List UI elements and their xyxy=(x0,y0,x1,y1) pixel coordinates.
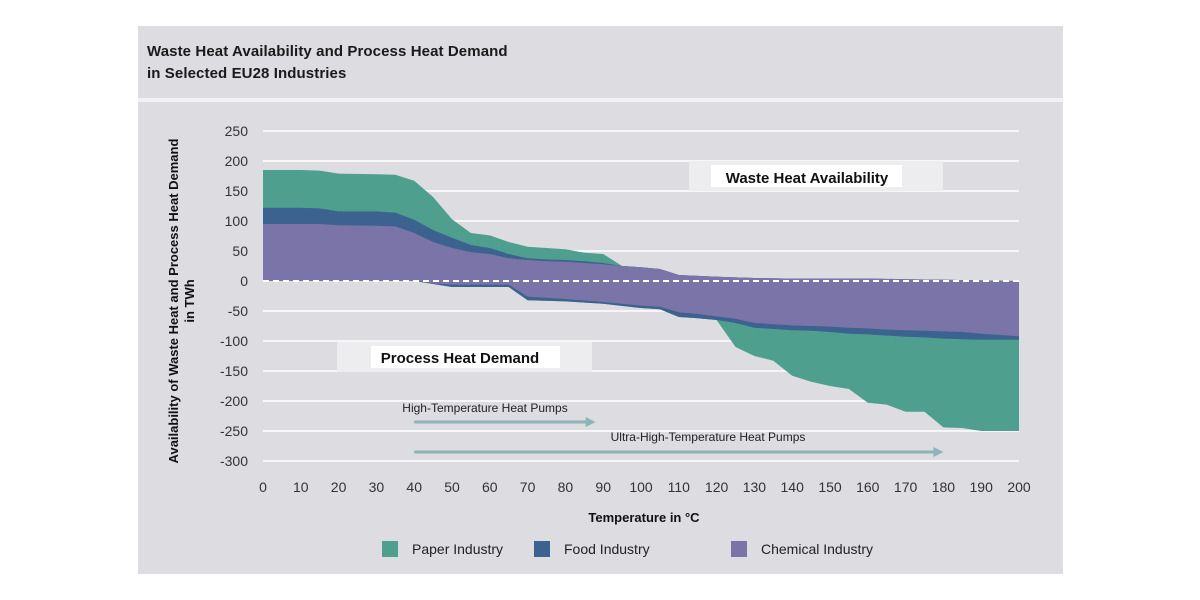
chart-panel: Waste Heat Availability and Process Heat… xyxy=(138,26,1063,574)
x-tick-label: 100 xyxy=(629,479,653,495)
y-tick-label: -200 xyxy=(220,393,248,409)
x-tick-label: 120 xyxy=(705,479,729,495)
annotation-boxes xyxy=(337,161,943,372)
y-tick-label: -100 xyxy=(220,333,248,349)
y-axis-title-line-2: in TWh xyxy=(182,279,197,322)
legend-label-chemical: Chemical Industry xyxy=(761,541,874,557)
legend-swatch-paper xyxy=(382,541,398,557)
y-tick-label: 200 xyxy=(225,153,249,169)
y-tick-label: 150 xyxy=(225,183,249,199)
demand-area-chemical xyxy=(263,281,1019,337)
x-tick-label: 140 xyxy=(781,479,805,495)
availability-area-chemical xyxy=(263,224,1019,281)
process-heat-demand-label: Process Heat Demand xyxy=(381,350,539,367)
x-tick-label: 110 xyxy=(668,479,691,495)
waste-heat-availability-label: Waste Heat Availability xyxy=(726,170,889,187)
chart-title-line-2: in Selected EU28 Industries xyxy=(147,65,347,82)
x-tick-label: 90 xyxy=(595,479,611,495)
x-tick-label: 180 xyxy=(932,479,956,495)
legend-item-chemical: Chemical Industry xyxy=(731,540,873,558)
y-tick-label: 250 xyxy=(225,123,249,139)
ultra-high-temp-heat-pumps-label: Ultra-High-Temperature Heat Pumps xyxy=(611,430,806,444)
chart-title-line-1: Waste Heat Availability and Process Heat… xyxy=(147,43,508,60)
x-tick-label: 160 xyxy=(856,479,880,495)
chart-legend: Paper Industry Food Industry Chemical In… xyxy=(138,536,1063,560)
x-tick-label: 190 xyxy=(970,479,994,495)
y-tick-label: -50 xyxy=(228,303,248,319)
y-tick-label: -150 xyxy=(220,363,248,379)
heat-pump-arrows xyxy=(414,417,944,457)
waste-heat-label-bg xyxy=(711,165,902,187)
x-tick-label: 40 xyxy=(406,479,422,495)
legend-item-paper: Paper Industry xyxy=(382,540,503,558)
x-tick-label: 80 xyxy=(558,479,574,495)
y-axis-title-line-1: Availability of Waste Heat and Process H… xyxy=(166,139,181,464)
x-tick-label: 20 xyxy=(331,479,347,495)
process-heat-label-bg xyxy=(371,346,560,368)
x-tick-label: 10 xyxy=(293,479,309,495)
x-tick-label: 170 xyxy=(894,479,918,495)
title-separator xyxy=(138,98,1063,102)
y-tick-label: -250 xyxy=(220,423,248,439)
high-temp-heat-pumps-label: High-Temperature Heat Pumps xyxy=(402,401,567,415)
x-tick-label: 60 xyxy=(482,479,498,495)
area-series xyxy=(263,170,1019,431)
y-tick-label: 50 xyxy=(232,243,248,259)
legend-item-food: Food Industry xyxy=(534,540,650,558)
x-tick-label: 130 xyxy=(743,479,767,495)
y-tick-label: -300 xyxy=(220,453,248,469)
x-tick-label: 200 xyxy=(1007,479,1031,495)
y-tick-label: 100 xyxy=(225,213,249,229)
legend-swatch-chemical xyxy=(731,541,747,557)
high-temp-heat-pumps-arrow-head xyxy=(585,417,596,427)
x-tick-label: 0 xyxy=(259,479,267,495)
x-axis-title: Temperature in °C xyxy=(588,510,700,525)
x-tick-label: 50 xyxy=(444,479,460,495)
legend-swatch-food xyxy=(534,541,550,557)
x-tick-label: 70 xyxy=(520,479,536,495)
x-tick-label: 30 xyxy=(369,479,385,495)
title-band: Waste Heat Availability and Process Heat… xyxy=(138,26,1063,98)
legend-label-paper: Paper Industry xyxy=(412,541,504,557)
legend-label-food: Food Industry xyxy=(564,541,650,557)
ultra-high-temp-heat-pumps-arrow-head xyxy=(933,447,944,457)
x-tick-label: 150 xyxy=(818,479,842,495)
area-chart: 250 200 150 100 50 0 -50 -100 -150 -200 -250 -300 0 1… xyxy=(166,123,1031,525)
y-tick-label: 0 xyxy=(240,273,248,289)
tick-labels: 250 200 150 100 50 0 -50 -100 -150 -200 -250 -300 0 1… xyxy=(220,123,1031,495)
